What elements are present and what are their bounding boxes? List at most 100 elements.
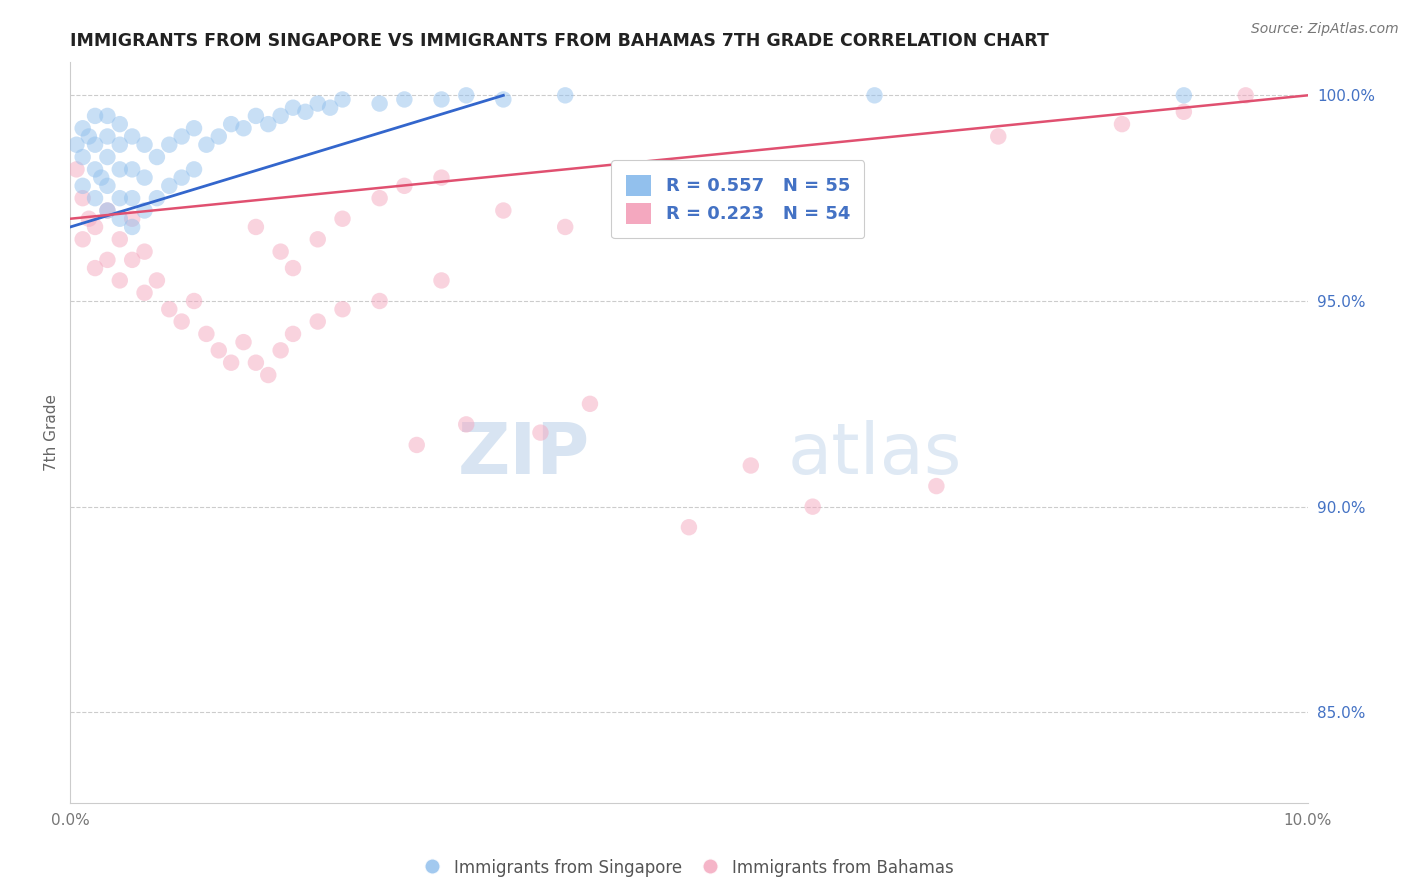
Point xyxy=(430,273,453,287)
Point xyxy=(394,92,416,106)
Point xyxy=(72,121,94,136)
Point xyxy=(84,162,107,177)
Point xyxy=(121,129,143,144)
Point xyxy=(319,101,342,115)
Point xyxy=(492,92,515,106)
Point xyxy=(740,458,762,473)
Point xyxy=(270,244,292,259)
Point xyxy=(134,137,156,152)
Text: IMMIGRANTS FROM SINGAPORE VS IMMIGRANTS FROM BAHAMAS 7TH GRADE CORRELATION CHART: IMMIGRANTS FROM SINGAPORE VS IMMIGRANTS … xyxy=(70,32,1049,50)
Point xyxy=(208,343,231,358)
Point xyxy=(270,109,292,123)
Point xyxy=(368,96,391,111)
Point xyxy=(146,273,169,287)
Point xyxy=(84,191,107,205)
Point xyxy=(157,178,180,193)
Point xyxy=(134,203,156,218)
Point xyxy=(616,191,638,205)
Point xyxy=(219,117,242,131)
Point xyxy=(368,293,391,308)
Point xyxy=(332,92,354,106)
Point xyxy=(307,314,329,328)
Point xyxy=(332,211,354,226)
Point xyxy=(146,191,169,205)
Point xyxy=(146,150,169,164)
Point xyxy=(554,219,576,234)
Point xyxy=(157,137,180,152)
Point xyxy=(84,137,107,152)
Point xyxy=(65,137,87,152)
Point xyxy=(678,170,700,185)
Point xyxy=(121,252,143,267)
Point xyxy=(405,438,427,452)
Point xyxy=(245,356,267,370)
Point xyxy=(72,150,94,164)
Point xyxy=(170,129,193,144)
Point xyxy=(170,170,193,185)
Point xyxy=(394,178,416,193)
Point xyxy=(332,302,354,317)
Point xyxy=(96,203,118,218)
Point xyxy=(77,211,100,226)
Point xyxy=(72,191,94,205)
Point xyxy=(925,479,948,493)
Text: ZIP: ZIP xyxy=(458,420,591,490)
Point xyxy=(281,101,304,115)
Point xyxy=(1234,88,1257,103)
Point xyxy=(430,92,453,106)
Point xyxy=(678,520,700,534)
Point xyxy=(96,203,118,218)
Point xyxy=(108,211,131,226)
Point xyxy=(257,368,280,382)
Point xyxy=(84,261,107,276)
Point xyxy=(368,191,391,205)
Point xyxy=(108,191,131,205)
Legend: Immigrants from Singapore, Immigrants from Bahamas: Immigrants from Singapore, Immigrants fr… xyxy=(418,852,960,883)
Point xyxy=(1173,104,1195,119)
Point xyxy=(65,162,87,177)
Point xyxy=(96,129,118,144)
Point xyxy=(232,335,254,350)
Point xyxy=(579,397,602,411)
Point xyxy=(554,88,576,103)
Point xyxy=(72,232,94,246)
Point xyxy=(108,232,131,246)
Point xyxy=(134,285,156,300)
Point xyxy=(307,96,329,111)
Point xyxy=(96,150,118,164)
Point xyxy=(183,162,205,177)
Point xyxy=(108,137,131,152)
Point xyxy=(96,178,118,193)
Point xyxy=(1111,117,1133,131)
Point xyxy=(183,293,205,308)
Point xyxy=(1173,88,1195,103)
Point xyxy=(170,314,193,328)
Point xyxy=(121,191,143,205)
Point xyxy=(195,137,218,152)
Point xyxy=(157,302,180,317)
Point xyxy=(245,109,267,123)
Point xyxy=(195,326,218,341)
Point xyxy=(863,88,886,103)
Point xyxy=(96,252,118,267)
Point xyxy=(90,170,112,185)
Point xyxy=(456,417,478,432)
Point xyxy=(108,117,131,131)
Point xyxy=(134,244,156,259)
Point xyxy=(456,88,478,103)
Point xyxy=(121,219,143,234)
Point xyxy=(245,219,267,234)
Point xyxy=(294,104,316,119)
Point xyxy=(121,211,143,226)
Point xyxy=(108,273,131,287)
Point xyxy=(108,162,131,177)
Point xyxy=(121,162,143,177)
Point xyxy=(72,178,94,193)
Point xyxy=(430,170,453,185)
Point xyxy=(281,326,304,341)
Point xyxy=(270,343,292,358)
Point xyxy=(307,232,329,246)
Point xyxy=(492,203,515,218)
Point xyxy=(281,261,304,276)
Point xyxy=(84,219,107,234)
